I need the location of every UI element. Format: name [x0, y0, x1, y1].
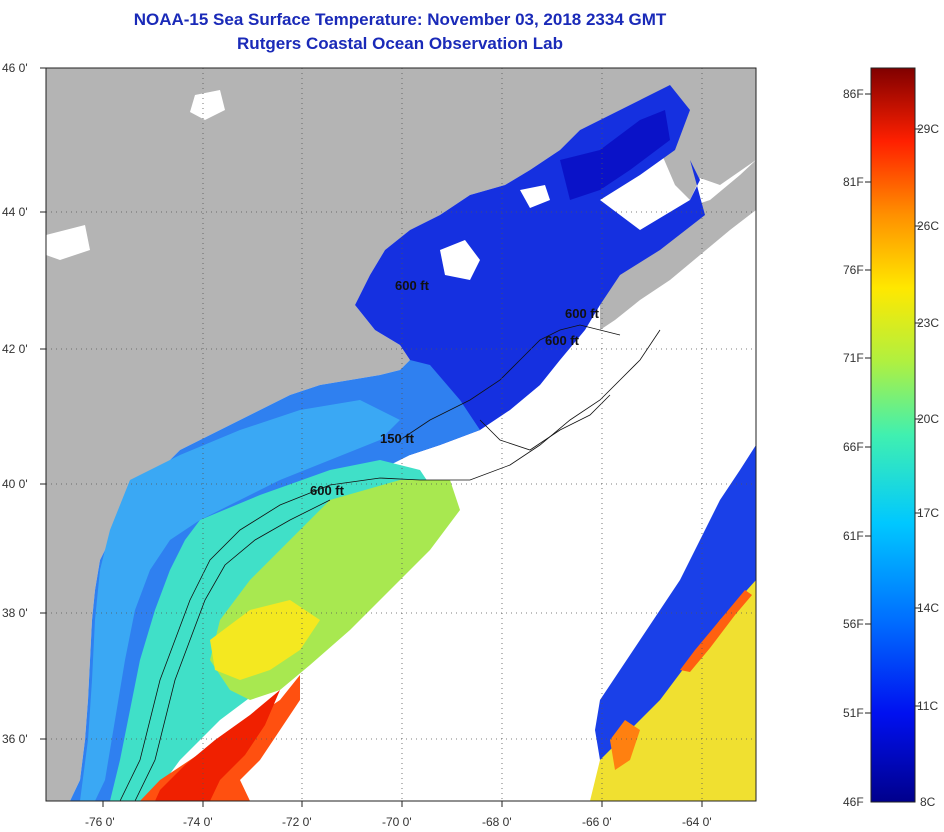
lat-label: 40 0'	[2, 477, 28, 491]
colorbar-f-label: 71F	[843, 351, 864, 365]
lat-label: 36 0'	[2, 732, 28, 746]
colorbar-c-label: 17C	[917, 506, 939, 520]
lon-label: -74 0'	[183, 815, 213, 829]
land-area	[46, 68, 756, 801]
sst-gulf-stream	[140, 675, 300, 801]
lat-label: 38 0'	[2, 606, 28, 620]
cloud-patches	[46, 90, 550, 280]
sst-yellow-water	[210, 600, 320, 680]
lon-label: -66 0'	[582, 815, 612, 829]
colorbar-c-label: 20C	[917, 412, 939, 426]
sst-very-cold-water	[560, 110, 670, 200]
colorbar-f-label: 86F	[843, 87, 864, 101]
axis-ticks	[40, 67, 703, 807]
contour-label: 600 ft	[545, 333, 580, 348]
land-nova-scotia	[600, 160, 756, 330]
bathymetry-contours	[119, 324, 661, 801]
contour-label: 600 ft	[395, 278, 430, 293]
map-gridlines	[46, 68, 756, 801]
colorbar-f-label: 56F	[843, 617, 864, 631]
contour-label: 150 ft	[380, 431, 415, 446]
map-frame	[45, 67, 757, 802]
sst-offshore-hot-streak	[680, 590, 752, 672]
lon-label: -70 0'	[382, 815, 412, 829]
colorbar-f-label: 61F	[843, 529, 864, 543]
colorbar-f-label: 76F	[843, 263, 864, 277]
colorbar-f-label: 81F	[843, 175, 864, 189]
colorbar-c-label: 11C	[917, 699, 938, 713]
colorbar	[870, 67, 916, 803]
map-title: NOAA-15 Sea Surface Temperature: Novembe…	[133, 10, 667, 29]
colorbar-ticks	[865, 93, 921, 714]
lat-label: 46 0'	[2, 61, 28, 75]
colorbar-f-label: 46F	[843, 795, 864, 809]
colorbar-c-label: 29C	[917, 122, 939, 136]
lat-label: 42 0'	[2, 342, 28, 356]
map-subtitle: Rutgers Coastal Ocean Observation Lab	[237, 34, 563, 53]
lon-label: -64 0'	[682, 815, 712, 829]
lon-label: -76 0'	[85, 815, 115, 829]
lon-label: -72 0'	[282, 815, 312, 829]
colorbar-f-label: 51F	[843, 706, 864, 720]
lon-label: -68 0'	[482, 815, 512, 829]
colorbar-c-label: 14C	[917, 601, 939, 615]
sst-inner-shelf	[80, 400, 400, 801]
contour-label: 600 ft	[565, 306, 600, 321]
sst-offshore-cold-edge	[595, 445, 756, 760]
map-panel: 600 ft 600 ft 600 ft 150 ft 600 ft	[46, 68, 756, 801]
sst-offshore-hot-patch	[610, 720, 640, 770]
lat-label: 44 0'	[2, 205, 28, 219]
colorbar-c-label: 8C	[920, 795, 936, 809]
colorbar-c-label: 26C	[917, 219, 939, 233]
contour-label: 600 ft	[310, 483, 345, 498]
sst-gulf-stream-core	[155, 690, 280, 801]
colorbar-f-label: 66F	[843, 440, 864, 454]
colorbar-c-label: 23C	[917, 316, 939, 330]
